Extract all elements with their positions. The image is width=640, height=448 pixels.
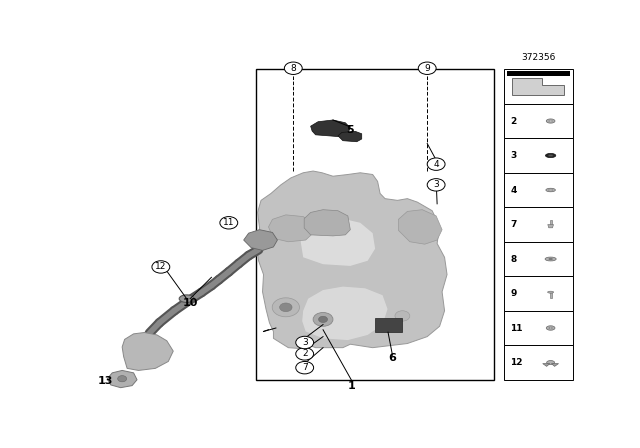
Text: 3: 3 — [302, 338, 308, 347]
Bar — [504, 173, 573, 207]
Ellipse shape — [545, 257, 556, 261]
Polygon shape — [256, 171, 447, 349]
Text: 5: 5 — [346, 125, 354, 135]
Text: 10: 10 — [182, 298, 198, 308]
Circle shape — [428, 179, 445, 191]
Text: 7: 7 — [302, 363, 308, 372]
Text: 12: 12 — [511, 358, 523, 367]
Text: 11: 11 — [223, 218, 234, 227]
Circle shape — [428, 158, 445, 170]
Ellipse shape — [272, 298, 300, 317]
Text: 3: 3 — [511, 151, 516, 160]
Ellipse shape — [546, 188, 556, 192]
Bar — [504, 69, 573, 104]
Ellipse shape — [547, 326, 555, 330]
Polygon shape — [552, 364, 559, 366]
Circle shape — [296, 348, 314, 360]
Ellipse shape — [549, 327, 552, 329]
Text: 2: 2 — [511, 116, 516, 125]
Ellipse shape — [547, 361, 555, 364]
Text: 372356: 372356 — [521, 53, 556, 62]
Circle shape — [296, 362, 314, 374]
Ellipse shape — [548, 155, 553, 156]
Bar — [374, 318, 402, 332]
Circle shape — [419, 62, 436, 74]
Text: 6: 6 — [388, 353, 396, 363]
Text: 9: 9 — [424, 64, 430, 73]
Polygon shape — [310, 120, 350, 137]
Ellipse shape — [549, 258, 552, 260]
Circle shape — [220, 216, 237, 229]
Polygon shape — [301, 218, 375, 266]
Bar — [504, 104, 573, 138]
Text: 4: 4 — [433, 159, 439, 168]
Text: 8: 8 — [291, 64, 296, 73]
Text: 9: 9 — [511, 289, 517, 298]
Polygon shape — [244, 230, 277, 250]
Ellipse shape — [313, 313, 333, 326]
Circle shape — [284, 62, 302, 74]
Text: 7: 7 — [511, 220, 517, 229]
Bar — [504, 138, 573, 173]
Text: 4: 4 — [511, 185, 517, 194]
Polygon shape — [269, 215, 313, 242]
Text: 2: 2 — [302, 349, 307, 358]
Bar — [550, 220, 552, 224]
Bar — [504, 242, 573, 276]
Circle shape — [296, 336, 314, 349]
Ellipse shape — [319, 316, 328, 323]
Bar — [504, 276, 573, 311]
Polygon shape — [108, 370, 137, 388]
Ellipse shape — [549, 120, 552, 122]
Bar — [256, 69, 494, 380]
Ellipse shape — [395, 311, 410, 321]
Bar — [504, 345, 573, 380]
Text: 1: 1 — [348, 381, 356, 391]
Polygon shape — [511, 78, 564, 95]
Text: 8: 8 — [511, 254, 516, 263]
Ellipse shape — [280, 303, 292, 312]
Polygon shape — [122, 332, 173, 370]
Ellipse shape — [118, 375, 127, 382]
Polygon shape — [548, 224, 554, 228]
Polygon shape — [338, 131, 362, 142]
Polygon shape — [543, 364, 550, 366]
Ellipse shape — [545, 153, 556, 158]
Bar — [550, 293, 552, 298]
Circle shape — [152, 261, 170, 273]
Ellipse shape — [179, 295, 194, 302]
Text: 11: 11 — [511, 323, 523, 332]
Bar — [507, 71, 570, 76]
Polygon shape — [302, 287, 388, 340]
Ellipse shape — [547, 119, 555, 123]
Text: 13: 13 — [98, 376, 113, 386]
Ellipse shape — [548, 291, 554, 293]
Polygon shape — [399, 210, 442, 244]
Text: 12: 12 — [155, 263, 166, 271]
Polygon shape — [304, 210, 350, 236]
Bar — [504, 207, 573, 242]
Bar — [504, 311, 573, 345]
Text: 3: 3 — [433, 181, 439, 190]
Ellipse shape — [548, 189, 553, 191]
